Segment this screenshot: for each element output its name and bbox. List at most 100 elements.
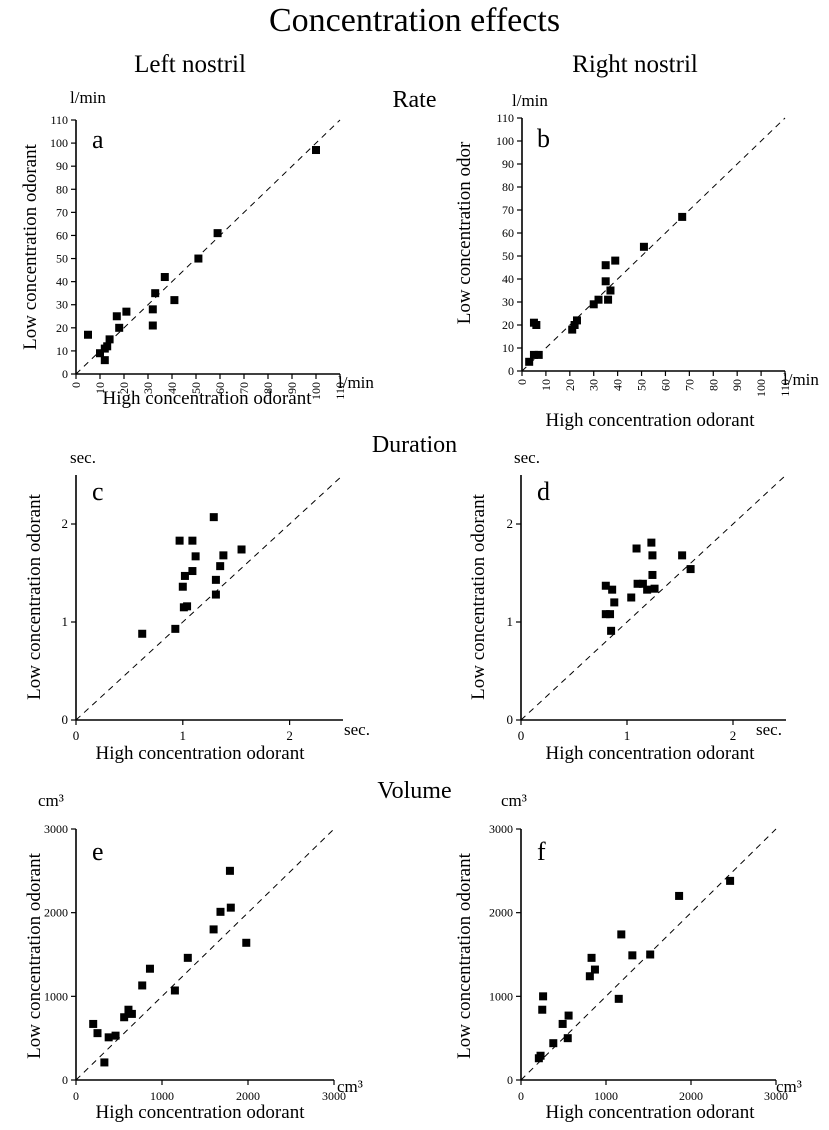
data-point [628, 951, 637, 960]
data-point [614, 994, 623, 1003]
x-tick-label: 70 [237, 382, 251, 394]
data-point [529, 350, 538, 359]
x-axis-label: High concentration odorant [96, 743, 306, 764]
y-tick-label: 2000 [489, 906, 513, 920]
data-point [558, 1019, 567, 1028]
identity-line [520, 474, 787, 721]
y-tick-label: 0 [508, 364, 514, 378]
figure-title: Concentration effects [268, 2, 561, 39]
x-tick-label: 10 [539, 379, 553, 391]
data-point [226, 903, 235, 912]
x-axis-label: High concentration odorant [96, 1102, 306, 1123]
y-tick-label: 70 [56, 205, 68, 219]
x-tick-label: 80 [261, 382, 275, 394]
x-tick-label: 3000 [764, 1089, 788, 1103]
y-tick-label: 70 [502, 203, 514, 217]
y-tick-label: 2 [62, 516, 69, 531]
data-point [604, 295, 613, 304]
data-point [138, 981, 147, 990]
panel-a: 0 10 20 30 40 50 60 70 80 90 100 110 0 10 20 30 40 50 60 70… [20, 88, 374, 409]
y-tick-label: 90 [56, 159, 68, 173]
x-tick-label: 1 [180, 728, 187, 743]
x-tick-label: 40 [611, 379, 625, 391]
y-tick-label: 20 [502, 318, 514, 332]
y-unit-label: l/min [512, 91, 548, 110]
x-axis-label: High concentration odorant [546, 410, 756, 431]
data-point [124, 1005, 133, 1014]
x-tick-label: 40 [165, 382, 179, 394]
x-tick-label: 2 [286, 728, 293, 743]
data-point [549, 1039, 558, 1048]
x-tick-label: 0 [73, 728, 80, 743]
y-unit-label: sec. [70, 448, 96, 467]
panel-letter: b [537, 124, 550, 153]
y-unit-label: cm³ [38, 791, 64, 810]
y-axis-label: Low concentration odor [454, 141, 475, 324]
data-point [93, 1029, 102, 1038]
x-unit-label: l/min [338, 373, 374, 392]
y-tick-label: 2 [507, 516, 514, 531]
y-tick-label: 30 [56, 298, 68, 312]
x-tick-label: 30 [141, 382, 155, 394]
data-point [594, 295, 603, 304]
y-tick-label: 80 [502, 180, 514, 194]
data-point [632, 544, 641, 553]
data-point [112, 312, 121, 321]
data-point [572, 316, 581, 325]
panel-letter: c [92, 477, 104, 506]
data-point [650, 584, 659, 593]
x-tick-label: 3000 [322, 1089, 346, 1103]
data-point [104, 1033, 113, 1042]
x-tick-label: 1000 [150, 1089, 174, 1103]
data-point [89, 1019, 98, 1028]
data-point [601, 277, 610, 286]
x-unit-label: sec. [344, 720, 370, 739]
data-point [585, 972, 594, 981]
data-point [539, 992, 548, 1001]
data-point [100, 1058, 109, 1067]
y-axis-label: Low concentration odorant [24, 852, 45, 1058]
x-unit-label: cm³ [776, 1077, 802, 1096]
data-point [180, 571, 189, 580]
data-point [209, 925, 218, 934]
x-tick-label: 0 [518, 1089, 524, 1103]
x-unit-label: cm³ [337, 1077, 363, 1096]
data-point [138, 629, 147, 638]
panel-letter: a [92, 125, 104, 154]
x-tick-label: 90 [285, 382, 299, 394]
data-point [568, 325, 577, 334]
data-point [536, 1051, 545, 1060]
data-point [216, 562, 225, 571]
y-tick-label: 1000 [44, 989, 68, 1003]
section-heading-duration: Duration [371, 432, 458, 458]
data-point [538, 1005, 547, 1014]
y-tick-label: 0 [62, 367, 68, 381]
data-point [170, 296, 179, 305]
data-point [686, 565, 695, 574]
data-point [242, 938, 251, 947]
x-tick-label: 0 [69, 382, 83, 388]
panel-c: 0 1 2 0 1 2 c sec. sec. High concentration odoran… [24, 448, 370, 764]
y-tick-label: 3000 [489, 822, 513, 836]
data-point [647, 538, 656, 547]
y-tick-label: 3000 [44, 822, 68, 836]
data-point [211, 575, 220, 584]
data-point [607, 626, 616, 635]
data-point [171, 624, 180, 633]
data-point [237, 545, 246, 554]
x-tick-label: 70 [682, 379, 696, 391]
y-tick-label: 0 [507, 1073, 513, 1087]
panel-b: 0 10 20 30 40 50 60 70 80 90 100 110 0 10 20 30 40 50 60 70… [454, 91, 819, 431]
x-tick-label: 100 [754, 379, 768, 397]
x-tick-label: 0 [515, 379, 529, 385]
data-point [312, 146, 320, 155]
x-tick-label: 110 [333, 382, 347, 400]
y-tick-label: 2000 [44, 906, 68, 920]
x-tick-label: 0 [518, 728, 525, 743]
identity-line [75, 828, 335, 1081]
y-tick-label: 0 [62, 1073, 68, 1087]
y-tick-label: 100 [50, 136, 68, 150]
data-point [606, 286, 615, 295]
data-point [216, 907, 225, 916]
